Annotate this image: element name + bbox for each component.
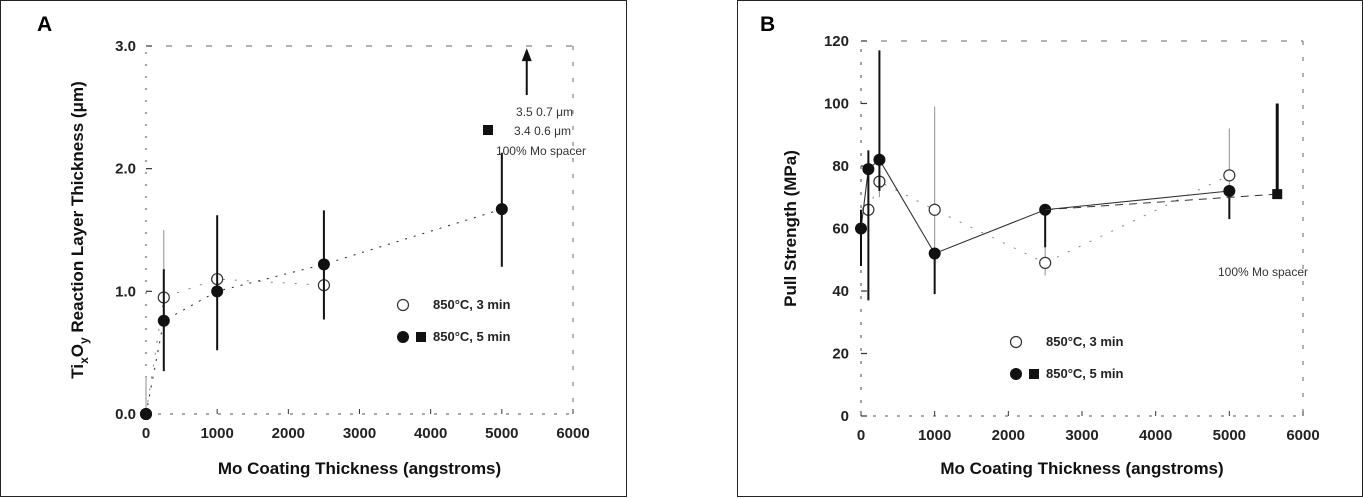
chart-panel-b: B 0 20 40 60 80 100 120 0 1000 2000 3000 4000 5000 600… bbox=[737, 0, 1363, 497]
legend-item-1: 850°C, 3 min bbox=[396, 297, 511, 312]
y-axis-title-part: x bbox=[77, 357, 91, 364]
data-point bbox=[317, 258, 330, 271]
chart-a-svg: A 0.0 1.0 2.0 3.0 0 1000 2000 3000 4000 5000 6000 Mo… bbox=[37, 13, 590, 478]
y-tick-label: 2.0 bbox=[115, 161, 136, 178]
x-tick-label: 2000 bbox=[992, 427, 1025, 444]
plot-frame bbox=[860, 40, 1304, 417]
legend-label: 850°C, 5 min bbox=[433, 329, 511, 344]
series-line bbox=[867, 174, 1230, 264]
annotation-3: 100% Mo spacer bbox=[496, 144, 586, 158]
annotation-2: 3.4 0.6 μm bbox=[514, 124, 571, 138]
x-tick-label: 5000 bbox=[485, 425, 518, 442]
y-tick-label: 100 bbox=[824, 96, 849, 113]
data-point bbox=[140, 408, 152, 420]
legend-label: 850°C, 5 min bbox=[1046, 366, 1124, 381]
series-1 bbox=[139, 230, 331, 421]
data-point bbox=[495, 203, 508, 216]
x-tick-label: 0 bbox=[857, 427, 865, 444]
y-tick-label: 1.0 bbox=[115, 283, 136, 300]
x-tick-label: 2000 bbox=[272, 425, 305, 442]
data-point bbox=[928, 203, 941, 216]
series-2 bbox=[140, 152, 508, 420]
series-line-dashed bbox=[1045, 193, 1278, 211]
panel-label: B bbox=[760, 13, 775, 36]
x-axis-title: Mo Coating Thickness (angstroms) bbox=[940, 459, 1223, 478]
x-tick-label: 0 bbox=[142, 425, 150, 442]
x-tick-label: 4000 bbox=[1139, 427, 1172, 444]
legend-label: 850°C, 3 min bbox=[1046, 334, 1124, 349]
x-tick-label: 1000 bbox=[200, 425, 233, 442]
legend-item-2: 850°C, 5 min bbox=[397, 329, 511, 344]
y-tick-label: 0.0 bbox=[115, 406, 136, 423]
y-axis-title-part: Ti bbox=[68, 364, 87, 379]
y-tick-label: 0 bbox=[841, 408, 849, 425]
data-point bbox=[873, 153, 886, 166]
data-point bbox=[862, 163, 875, 176]
annotation-square-icon bbox=[483, 125, 493, 135]
legend-symbol bbox=[1010, 368, 1022, 380]
y-tick-label: 60 bbox=[832, 221, 849, 238]
series-line bbox=[860, 158, 1230, 255]
annotation-1: 3.5 0.7 μm bbox=[516, 105, 573, 119]
legend-item-1: 850°C, 3 min bbox=[1009, 334, 1124, 349]
chart-b-svg: B 0 20 40 60 80 100 120 0 1000 2000 3000 4000 5000 600… bbox=[760, 13, 1320, 478]
y-tick-label: 20 bbox=[832, 346, 849, 363]
plot-frame bbox=[145, 45, 574, 415]
data-point bbox=[1039, 256, 1052, 269]
data-point bbox=[1223, 185, 1236, 197]
annotation-1: 100% Mo spacer bbox=[1218, 265, 1308, 279]
y-axis-title-part: O bbox=[68, 344, 87, 357]
data-point bbox=[157, 314, 170, 327]
y-axis-title-part: y bbox=[77, 337, 91, 344]
series-1 bbox=[862, 106, 1236, 276]
y-tick-label: 80 bbox=[832, 158, 849, 175]
legend-label: 850°C, 3 min bbox=[433, 297, 511, 312]
y-axis-title: Pull Strength (MPa) bbox=[781, 150, 800, 307]
x-tick-label: 3000 bbox=[343, 425, 376, 442]
legend-symbol bbox=[396, 298, 410, 312]
data-point bbox=[855, 222, 867, 235]
data-point bbox=[211, 285, 224, 298]
spacer-point bbox=[1272, 189, 1283, 200]
x-tick-label: 3000 bbox=[1065, 427, 1098, 444]
arrow-head bbox=[521, 48, 532, 62]
legend-item-2: 850°C, 5 min bbox=[1010, 366, 1124, 381]
y-axis-title: TixOy Reaction Layer Thickness (μm) bbox=[68, 81, 91, 378]
series-line bbox=[145, 278, 324, 415]
y-axis-title-part: Reaction Layer Thickness (μm) bbox=[68, 81, 87, 337]
series-line bbox=[145, 208, 502, 415]
legend-symbol bbox=[1009, 335, 1023, 349]
x-tick-label: 6000 bbox=[556, 425, 589, 442]
data-point bbox=[928, 247, 941, 260]
panel-label: A bbox=[37, 13, 52, 36]
x-tick-label: 5000 bbox=[1213, 427, 1246, 444]
x-tick-label: 6000 bbox=[1286, 427, 1319, 444]
y-tick-label: 120 bbox=[824, 33, 849, 50]
legend-symbol bbox=[416, 332, 426, 342]
series-2 bbox=[855, 50, 1236, 301]
y-tick-label: 40 bbox=[832, 283, 849, 300]
x-tick-label: 4000 bbox=[414, 425, 447, 442]
legend-symbol bbox=[1029, 369, 1039, 379]
data-point bbox=[1039, 203, 1052, 216]
data-point bbox=[1223, 169, 1236, 182]
x-axis-title: Mo Coating Thickness (angstroms) bbox=[218, 459, 501, 478]
y-tick-label: 3.0 bbox=[115, 38, 136, 55]
x-tick-label: 1000 bbox=[918, 427, 951, 444]
legend-symbol bbox=[397, 331, 409, 343]
chart-panel-a: A 0.0 1.0 2.0 3.0 0 1000 2000 3000 4000 5000 6000 Mo… bbox=[0, 0, 627, 497]
